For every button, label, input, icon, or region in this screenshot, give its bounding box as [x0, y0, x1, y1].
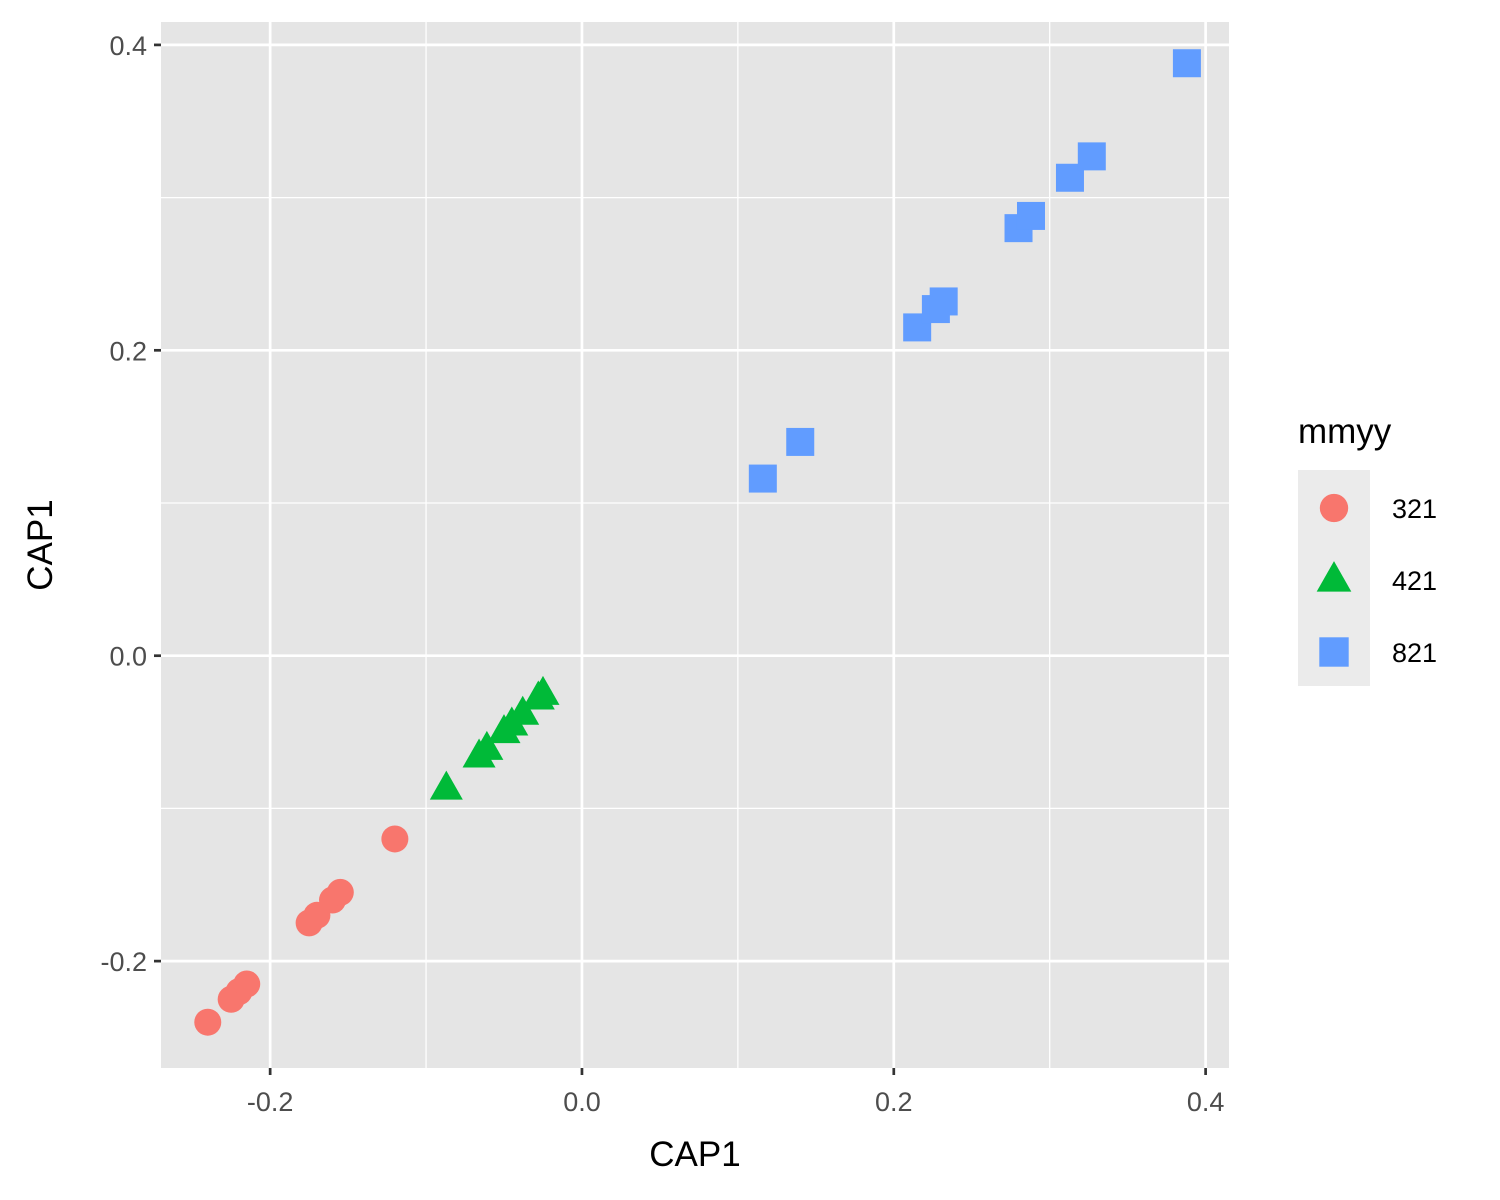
legend-title: mmyy — [1298, 412, 1392, 451]
axes: -0.2 0.0 0.2 0.4 -0.2 0.0 0.2 0.4 — [100, 31, 1224, 1117]
data-point-821 — [1016, 201, 1045, 230]
legend-label: 321 — [1392, 494, 1437, 524]
data-point-421 — [506, 695, 540, 725]
y-tick-label: 0.4 — [109, 31, 147, 61]
data-point-321 — [381, 825, 409, 853]
data-point-821 — [1077, 142, 1106, 171]
legend-key-421 — [1316, 561, 1352, 592]
y-axis-title: CAP1 — [21, 499, 60, 590]
data-point-421 — [470, 730, 504, 760]
legend-label: 821 — [1392, 638, 1437, 668]
legend-label: 421 — [1392, 566, 1437, 596]
y-tick-label: -0.2 — [100, 947, 147, 977]
data-points — [194, 49, 1201, 1036]
data-point-821 — [929, 287, 958, 316]
data-point-821 — [1172, 49, 1201, 78]
x-tick-label: 0.0 — [563, 1087, 601, 1117]
grid-lines — [161, 22, 1229, 1068]
data-point-421 — [429, 770, 463, 800]
y-tick-label: 0.0 — [109, 642, 147, 672]
y-tick-label: 0.2 — [109, 336, 147, 366]
legend: mmyy 321 421 821 — [1298, 412, 1437, 686]
x-tick-label: 0.4 — [1187, 1087, 1225, 1117]
x-tick-label: -0.2 — [247, 1087, 294, 1117]
data-point-821 — [748, 464, 777, 493]
legend-key-321 — [1319, 493, 1349, 523]
data-point-321 — [233, 970, 261, 998]
data-point-321 — [194, 1008, 222, 1036]
data-point-821 — [786, 427, 815, 456]
x-axis-title: CAP1 — [649, 1135, 740, 1174]
legend-keys: 321 421 821 — [1316, 493, 1437, 668]
data-point-321 — [326, 878, 354, 906]
data-point-421 — [526, 675, 560, 705]
x-tick-label: 0.2 — [875, 1087, 913, 1117]
legend-key-821 — [1319, 637, 1349, 667]
